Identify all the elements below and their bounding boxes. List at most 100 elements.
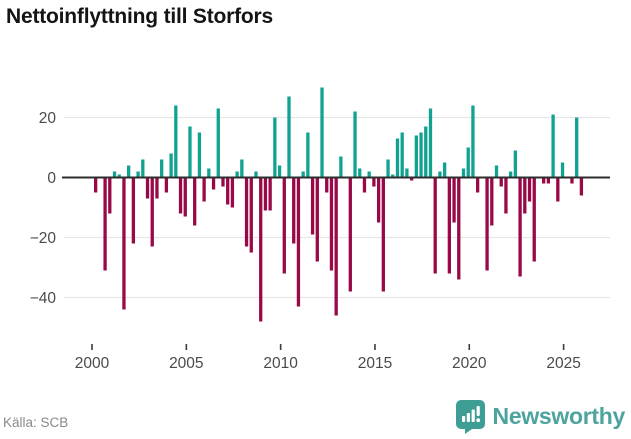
- bar: [150, 177, 154, 247]
- bar: [244, 177, 249, 247]
- bar: [490, 177, 494, 226]
- bar: [457, 177, 461, 280]
- bar: [207, 168, 211, 178]
- bar: [334, 177, 338, 316]
- brand-wordmark: Newsworthy: [492, 403, 626, 429]
- bar: [155, 177, 159, 199]
- bar: [263, 177, 268, 211]
- bar: [273, 117, 277, 178]
- net-migration-bar-chart: 20 0 −20 −40 2000 2005 2010 2015 2020 2025: [30, 87, 610, 372]
- bar: [249, 177, 253, 253]
- bar: [112, 171, 117, 178]
- bar: [136, 171, 140, 178]
- bar: [310, 177, 315, 235]
- bar: [292, 177, 296, 244]
- bar: [240, 159, 244, 178]
- newsworthy-brand: Newsworthy: [455, 399, 625, 434]
- y-tick-label: −20: [30, 230, 57, 247]
- bar: [103, 177, 107, 271]
- bar: [131, 177, 136, 244]
- bar: [504, 177, 508, 214]
- bar: [442, 162, 447, 178]
- bar: [452, 177, 456, 223]
- bar: [556, 177, 560, 202]
- bar: [197, 132, 202, 178]
- bar: [226, 177, 230, 205]
- bar: [499, 177, 503, 187]
- bar: [325, 177, 329, 193]
- x-tick-label: 2015: [358, 355, 392, 372]
- bar: [542, 177, 546, 184]
- bar: [127, 165, 131, 178]
- bar: [188, 126, 192, 178]
- y-tick-label: −40: [30, 290, 57, 307]
- source-label: Källa: SCB: [3, 415, 69, 430]
- y-tick-label: 20: [39, 110, 57, 127]
- bar: [94, 177, 98, 193]
- bar: [381, 177, 385, 292]
- bar: [438, 171, 442, 178]
- bar: [527, 177, 532, 202]
- bar: [178, 177, 183, 214]
- bar: [230, 177, 235, 208]
- bar: [202, 177, 206, 202]
- bar: [183, 177, 187, 217]
- bar: [579, 177, 584, 196]
- chart-footer: Källa: SCB Newsworthy: [0, 399, 631, 439]
- bar: [372, 177, 376, 187]
- bar: [546, 177, 551, 184]
- bar: [193, 177, 197, 226]
- bar: [235, 171, 239, 178]
- bar: [169, 153, 173, 178]
- x-tick-label: 2025: [546, 355, 580, 372]
- bar: [174, 105, 178, 178]
- bar: [414, 135, 418, 178]
- bar: [117, 174, 121, 178]
- bar: [287, 96, 291, 178]
- bar: [362, 177, 367, 193]
- x-tick-label: 2005: [169, 355, 203, 372]
- y-tick-label: 0: [47, 170, 56, 187]
- bar: [475, 177, 480, 193]
- bar: [358, 168, 362, 178]
- bar: [339, 156, 343, 178]
- bar: [419, 132, 423, 178]
- bar: [447, 177, 451, 274]
- bar: [428, 108, 433, 178]
- bar: [367, 171, 371, 178]
- bar: [268, 177, 272, 211]
- bar: [570, 177, 574, 184]
- bar: [145, 177, 150, 199]
- bar: [560, 162, 565, 178]
- bar: [306, 132, 310, 178]
- bar: [259, 177, 263, 322]
- bar: [320, 87, 324, 178]
- bar: [216, 108, 220, 178]
- bar: [277, 165, 282, 178]
- bar: [164, 177, 169, 193]
- bar: [315, 177, 319, 262]
- bar: [395, 138, 400, 178]
- bar: [518, 177, 522, 277]
- bar: [386, 159, 390, 178]
- bar: [433, 177, 437, 274]
- bar: [575, 117, 579, 178]
- bar: [424, 126, 428, 178]
- bar: [301, 171, 305, 178]
- bar: [523, 177, 527, 214]
- bar: [353, 111, 357, 178]
- bar: [160, 159, 164, 178]
- bar: [221, 177, 225, 187]
- bar: [391, 174, 395, 178]
- bar: [471, 105, 475, 178]
- bar: [405, 168, 409, 178]
- bar: [329, 177, 334, 271]
- bar: [348, 177, 352, 292]
- bar: [376, 177, 381, 223]
- bar: [282, 177, 286, 274]
- bar: [513, 150, 518, 178]
- bar: [108, 177, 112, 214]
- x-tick-label: 2010: [263, 355, 298, 372]
- bar: [141, 159, 145, 178]
- bar: [532, 177, 536, 262]
